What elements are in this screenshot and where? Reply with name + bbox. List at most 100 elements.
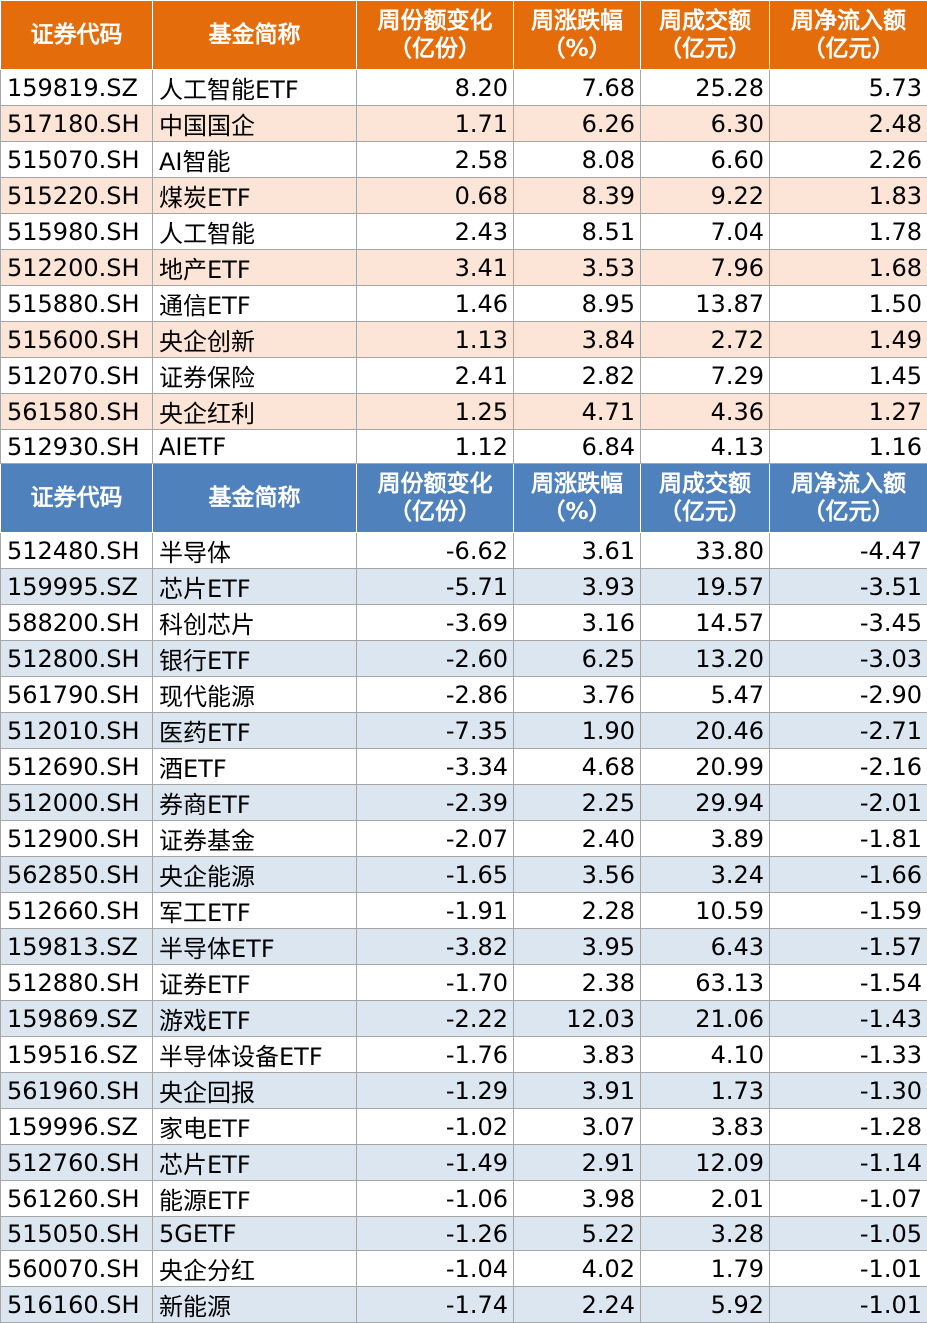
- turnover-cell: 13.87: [641, 286, 770, 322]
- pct-change-cell: 3.84: [514, 322, 641, 358]
- share-change-cell: -1.91: [357, 893, 514, 929]
- turnover-cell: 4.13: [641, 430, 770, 464]
- net-inflow-cell: -1.43: [770, 1001, 927, 1037]
- fund-code-cell: 512000.SH: [1, 785, 153, 821]
- net-inflow-cell: -1.01: [770, 1251, 927, 1287]
- fund-name-cell: 中国国企: [153, 106, 357, 142]
- fund-name-cell: 央企分红: [153, 1251, 357, 1287]
- fund-name-cell: 5GETF: [153, 1217, 357, 1251]
- turnover-cell: 20.46: [641, 713, 770, 749]
- net-inflow-cell: 5.73: [770, 70, 927, 106]
- net-inflow-cell: -1.07: [770, 1181, 927, 1217]
- fund-name-cell: 人工智能ETF: [153, 70, 357, 106]
- turnover-cell: 6.30: [641, 106, 770, 142]
- header-turnover: 周成交额（亿元）: [641, 464, 770, 533]
- pct-change-cell: 8.39: [514, 178, 641, 214]
- fund-name-cell: 通信ETF: [153, 286, 357, 322]
- net-inflow-cell: 1.78: [770, 214, 927, 250]
- turnover-cell: 19.57: [641, 569, 770, 605]
- net-inflow-cell: 1.50: [770, 286, 927, 322]
- fund-name-cell: 地产ETF: [153, 250, 357, 286]
- net-inflow-cell: -3.45: [770, 605, 927, 641]
- fund-name-cell: 医药ETF: [153, 713, 357, 749]
- share-change-cell: 1.13: [357, 322, 514, 358]
- turnover-cell: 29.94: [641, 785, 770, 821]
- fund-code-cell: 512760.SH: [1, 1145, 153, 1181]
- header-code: 证券代码: [1, 1, 153, 70]
- share-change-cell: 8.20: [357, 70, 514, 106]
- share-change-cell: -1.76: [357, 1037, 514, 1073]
- net-inflow-cell: 2.26: [770, 142, 927, 178]
- turnover-cell: 3.24: [641, 857, 770, 893]
- pct-change-cell: 2.40: [514, 821, 641, 857]
- fund-code-cell: 512660.SH: [1, 893, 153, 929]
- fund-code-cell: 512800.SH: [1, 641, 153, 677]
- turnover-cell: 9.22: [641, 178, 770, 214]
- fund-name-cell: 央企回报: [153, 1073, 357, 1109]
- net-inflow-cell: -1.81: [770, 821, 927, 857]
- pct-change-cell: 6.26: [514, 106, 641, 142]
- share-change-cell: -5.71: [357, 569, 514, 605]
- share-change-cell: -1.06: [357, 1181, 514, 1217]
- share-change-cell: 1.46: [357, 286, 514, 322]
- turnover-cell: 2.01: [641, 1181, 770, 1217]
- net-inflow-cell: -1.01: [770, 1287, 927, 1323]
- fund-name-cell: 芯片ETF: [153, 569, 357, 605]
- fund-code-cell: 159516.SZ: [1, 1037, 153, 1073]
- fund-name-cell: AI智能: [153, 142, 357, 178]
- header-turnover: 周成交额（亿元）: [641, 1, 770, 70]
- pct-change-cell: 2.38: [514, 965, 641, 1001]
- pct-change-cell: 8.08: [514, 142, 641, 178]
- net-inflow-cell: 1.45: [770, 358, 927, 394]
- pct-change-cell: 5.22: [514, 1217, 641, 1251]
- fund-code-cell: 512880.SH: [1, 965, 153, 1001]
- share-change-cell: -1.74: [357, 1287, 514, 1323]
- fund-name-cell: 游戏ETF: [153, 1001, 357, 1037]
- turnover-cell: 4.36: [641, 394, 770, 430]
- net-inflow-cell: -4.47: [770, 533, 927, 569]
- fund-name-cell: 半导体: [153, 533, 357, 569]
- fund-name-cell: 科创芯片: [153, 605, 357, 641]
- pct-change-cell: 3.61: [514, 533, 641, 569]
- fund-code-cell: 515980.SH: [1, 214, 153, 250]
- fund-name-cell: 军工ETF: [153, 893, 357, 929]
- pct-change-cell: 3.83: [514, 1037, 641, 1073]
- outflow-header: 证券代码 基金简称 周份额变化（亿份） 周涨跌幅（%） 周成交额（亿元） 周净流…: [1, 464, 927, 533]
- share-change-cell: 3.41: [357, 250, 514, 286]
- share-change-cell: -1.02: [357, 1109, 514, 1145]
- turnover-cell: 7.96: [641, 250, 770, 286]
- fund-code-cell: 515050.SH: [1, 1217, 153, 1251]
- fund-code-cell: 159995.SZ: [1, 569, 153, 605]
- header-share-change: 周份额变化（亿份）: [357, 1, 514, 70]
- fund-code-cell: 516160.SH: [1, 1287, 153, 1323]
- turnover-cell: 25.28: [641, 70, 770, 106]
- inflow-header-row: 证券代码 基金简称 周份额变化（亿份） 周涨跌幅（%） 周成交额（亿元） 周净流…: [1, 1, 927, 70]
- turnover-cell: 5.47: [641, 677, 770, 713]
- share-change-cell: -2.39: [357, 785, 514, 821]
- header-name: 基金简称: [153, 464, 357, 533]
- pct-change-cell: 2.82: [514, 358, 641, 394]
- fund-code-cell: 560070.SH: [1, 1251, 153, 1287]
- net-inflow-cell: -2.01: [770, 785, 927, 821]
- fund-code-cell: 512010.SH: [1, 713, 153, 749]
- turnover-cell: 7.04: [641, 214, 770, 250]
- pct-change-cell: 3.07: [514, 1109, 641, 1145]
- share-change-cell: -2.60: [357, 641, 514, 677]
- share-change-cell: 0.68: [357, 178, 514, 214]
- pct-change-cell: 3.16: [514, 605, 641, 641]
- fund-code-cell: 512690.SH: [1, 749, 153, 785]
- pct-change-cell: 3.56: [514, 857, 641, 893]
- pct-change-cell: 4.68: [514, 749, 641, 785]
- share-change-cell: -6.62: [357, 533, 514, 569]
- pct-change-cell: 2.91: [514, 1145, 641, 1181]
